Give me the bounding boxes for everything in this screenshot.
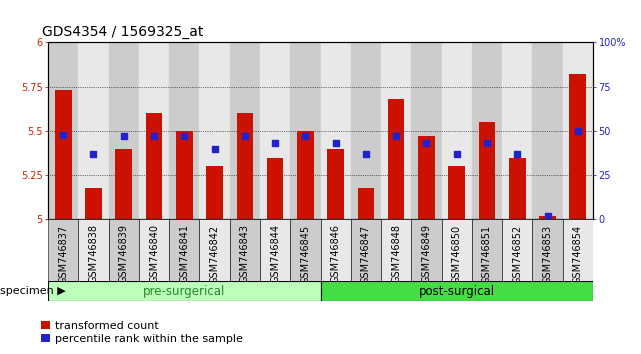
Bar xyxy=(351,219,381,281)
Text: GSM746846: GSM746846 xyxy=(331,224,340,284)
Bar xyxy=(146,113,162,219)
Bar xyxy=(139,219,169,281)
Point xyxy=(119,133,129,139)
Bar xyxy=(418,136,435,219)
Bar xyxy=(479,122,495,219)
Point xyxy=(542,213,553,219)
Bar xyxy=(381,42,412,219)
Bar xyxy=(108,219,139,281)
Bar xyxy=(108,42,139,219)
Point xyxy=(421,141,431,146)
Bar xyxy=(55,90,72,219)
Bar xyxy=(229,219,260,281)
Text: GSM746853: GSM746853 xyxy=(542,224,553,284)
Text: GSM746848: GSM746848 xyxy=(391,224,401,284)
Bar xyxy=(169,42,199,219)
Bar xyxy=(320,219,351,281)
Bar xyxy=(539,216,556,219)
Text: pre-surgerical: pre-surgerical xyxy=(143,285,226,298)
Bar xyxy=(290,219,320,281)
Bar xyxy=(569,74,586,219)
Bar xyxy=(449,166,465,219)
Bar xyxy=(412,42,442,219)
Bar xyxy=(115,149,132,219)
Bar xyxy=(381,219,412,281)
Bar xyxy=(320,281,593,301)
Point xyxy=(482,141,492,146)
Bar xyxy=(169,219,199,281)
Bar xyxy=(237,113,253,219)
Text: GSM746849: GSM746849 xyxy=(421,224,431,284)
Bar xyxy=(502,219,533,281)
Point xyxy=(452,151,462,157)
Text: specimen ▶: specimen ▶ xyxy=(0,286,66,296)
Point xyxy=(149,133,159,139)
Point xyxy=(210,146,220,152)
Bar xyxy=(260,219,290,281)
Bar xyxy=(139,42,169,219)
Point xyxy=(88,151,99,157)
Bar xyxy=(48,42,78,219)
Text: GSM746851: GSM746851 xyxy=(482,224,492,284)
Text: GSM746843: GSM746843 xyxy=(240,224,250,284)
Bar xyxy=(328,149,344,219)
Point xyxy=(391,133,401,139)
Bar xyxy=(442,42,472,219)
Point xyxy=(361,151,371,157)
Bar xyxy=(388,99,404,219)
Bar xyxy=(260,42,290,219)
Bar xyxy=(472,219,502,281)
Text: GSM746840: GSM746840 xyxy=(149,224,159,284)
Text: GSM746854: GSM746854 xyxy=(573,224,583,284)
Text: GDS4354 / 1569325_at: GDS4354 / 1569325_at xyxy=(42,25,203,39)
Legend: transformed count, percentile rank within the sample: transformed count, percentile rank withi… xyxy=(41,321,243,344)
Text: GSM746845: GSM746845 xyxy=(301,224,310,284)
Bar xyxy=(176,131,192,219)
Bar xyxy=(78,42,108,219)
Bar xyxy=(533,219,563,281)
Bar xyxy=(442,219,472,281)
Bar xyxy=(267,158,283,219)
Text: GSM746838: GSM746838 xyxy=(88,224,99,284)
Text: GSM746839: GSM746839 xyxy=(119,224,129,284)
Text: post-surgical: post-surgical xyxy=(419,285,495,298)
Bar xyxy=(229,42,260,219)
Bar xyxy=(502,42,533,219)
Text: GSM746842: GSM746842 xyxy=(210,224,220,284)
Bar xyxy=(472,42,502,219)
Bar xyxy=(199,219,229,281)
Bar xyxy=(48,281,320,301)
Text: GSM746844: GSM746844 xyxy=(270,224,280,284)
Bar xyxy=(563,219,593,281)
Text: GSM746837: GSM746837 xyxy=(58,224,68,284)
Text: GSM746852: GSM746852 xyxy=(512,224,522,284)
Point xyxy=(270,141,280,146)
Text: GSM746847: GSM746847 xyxy=(361,224,371,284)
Text: GSM746841: GSM746841 xyxy=(179,224,189,284)
Point xyxy=(331,141,341,146)
Text: GSM746850: GSM746850 xyxy=(452,224,462,284)
Bar xyxy=(509,158,526,219)
Bar xyxy=(533,42,563,219)
Point xyxy=(512,151,522,157)
Point xyxy=(572,128,583,134)
Bar xyxy=(206,166,223,219)
Bar xyxy=(320,42,351,219)
Bar xyxy=(290,42,320,219)
Point xyxy=(179,133,190,139)
Bar xyxy=(48,219,78,281)
Point xyxy=(58,132,69,137)
Bar xyxy=(351,42,381,219)
Bar xyxy=(412,219,442,281)
Bar xyxy=(563,42,593,219)
Point xyxy=(300,133,310,139)
Bar xyxy=(358,188,374,219)
Bar xyxy=(199,42,229,219)
Bar xyxy=(297,131,313,219)
Point xyxy=(240,133,250,139)
Bar xyxy=(85,188,102,219)
Bar xyxy=(78,219,108,281)
